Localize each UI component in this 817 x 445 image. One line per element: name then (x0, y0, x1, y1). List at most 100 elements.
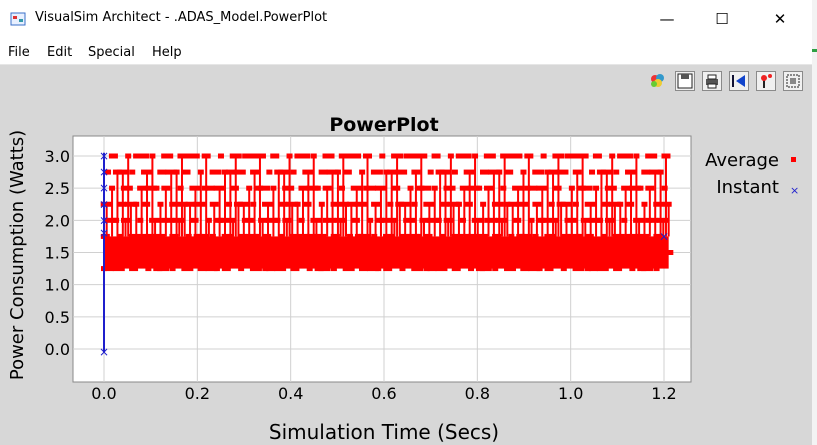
average-point (625, 233, 632, 239)
average-point (278, 201, 288, 207)
average-point (326, 250, 333, 255)
menu-edit[interactable]: Edit (47, 45, 73, 60)
average-point (609, 250, 619, 255)
title-bar: VisualSim Architect - .ADAS_Model.PowerP… (0, 0, 817, 38)
average-stem (261, 220, 264, 237)
menu-special[interactable]: Special (88, 45, 135, 60)
average-stem (326, 188, 329, 237)
minimize-button[interactable]: — (659, 10, 675, 28)
average-point (468, 266, 475, 272)
average-stem (552, 172, 555, 237)
average-point (419, 185, 432, 191)
average-point (314, 233, 327, 239)
average-point (564, 250, 574, 255)
x-tick-label: 0.8 (465, 384, 490, 403)
average-point (326, 217, 336, 223)
average-point (318, 266, 331, 272)
average-point (181, 266, 194, 272)
menu-file[interactable]: File (8, 45, 30, 60)
average-point (363, 185, 370, 191)
average-point (246, 153, 256, 159)
x-tick-label: 0.0 (91, 384, 116, 403)
y-tick-label: 2.5 (45, 179, 70, 198)
average-point (242, 250, 252, 255)
close-button[interactable]: ✕ (773, 10, 787, 28)
average-point (443, 250, 450, 255)
average-point (217, 250, 227, 255)
average-point (548, 201, 555, 207)
power-plot-chart[interactable]: PowerPlot ×××××××× 0.0 0.2 0.4 0.6 0.8 1.0 1.2… (0, 65, 812, 445)
average-point (520, 233, 533, 239)
average-point (157, 266, 170, 272)
average-point (221, 266, 231, 272)
average-point (572, 201, 579, 207)
average-point (504, 266, 517, 272)
average-point (379, 250, 389, 255)
maximize-button[interactable]: ☐ (715, 10, 729, 28)
average-point (132, 250, 145, 255)
average-stem (229, 172, 232, 237)
average-point (403, 153, 410, 159)
average-point (467, 185, 480, 191)
average-point (213, 266, 220, 272)
average-point (193, 201, 206, 207)
average-point (459, 217, 466, 223)
average-stem (361, 172, 364, 237)
average-point (504, 169, 514, 175)
average-stem (530, 220, 533, 237)
average-point (560, 233, 570, 239)
average-point (605, 250, 612, 255)
print-icon[interactable] (702, 71, 722, 91)
fit-icon[interactable] (729, 71, 749, 91)
average-point (266, 266, 276, 272)
average-point (443, 185, 456, 191)
average-point (568, 153, 578, 159)
average-stem (468, 172, 471, 237)
average-point (137, 185, 147, 191)
average-point (633, 250, 643, 255)
grid-icon[interactable] (783, 71, 803, 91)
average-point (201, 185, 208, 191)
menu-help[interactable]: Help (152, 45, 182, 60)
average-point (499, 250, 512, 255)
average-point (306, 233, 316, 239)
pin-icon[interactable] (756, 71, 776, 91)
average-point (274, 217, 281, 223)
average-point (347, 233, 354, 239)
average-point (471, 250, 481, 255)
save-icon[interactable] (675, 71, 695, 91)
average-point (161, 185, 171, 191)
average-point (153, 233, 166, 239)
average-stem (613, 204, 616, 237)
average-point (145, 233, 155, 239)
average-stem (296, 204, 299, 237)
average-point (637, 233, 650, 239)
average-point (330, 201, 343, 207)
average-point (556, 250, 563, 255)
color-palette-icon[interactable] (648, 71, 668, 91)
average-stem (205, 156, 208, 237)
average-point (500, 185, 507, 191)
average-point (407, 233, 420, 239)
average-stem (207, 220, 210, 237)
average-stem (253, 172, 256, 237)
average-point (257, 185, 270, 191)
average-point (463, 201, 473, 207)
average-point (528, 185, 538, 191)
average-stem (393, 220, 396, 237)
average-stem (288, 156, 291, 237)
average-point (109, 185, 116, 191)
average-point (540, 217, 553, 223)
average-point (532, 233, 539, 239)
average-point (431, 250, 444, 255)
average-stem (339, 220, 342, 237)
average-stem (291, 204, 294, 237)
average-point (447, 250, 457, 255)
average-point (262, 233, 272, 239)
average-point (484, 217, 491, 223)
average-point (395, 250, 402, 255)
average-point (407, 185, 414, 191)
average-point (403, 217, 416, 223)
average-point (387, 201, 394, 207)
average-point (270, 250, 283, 255)
